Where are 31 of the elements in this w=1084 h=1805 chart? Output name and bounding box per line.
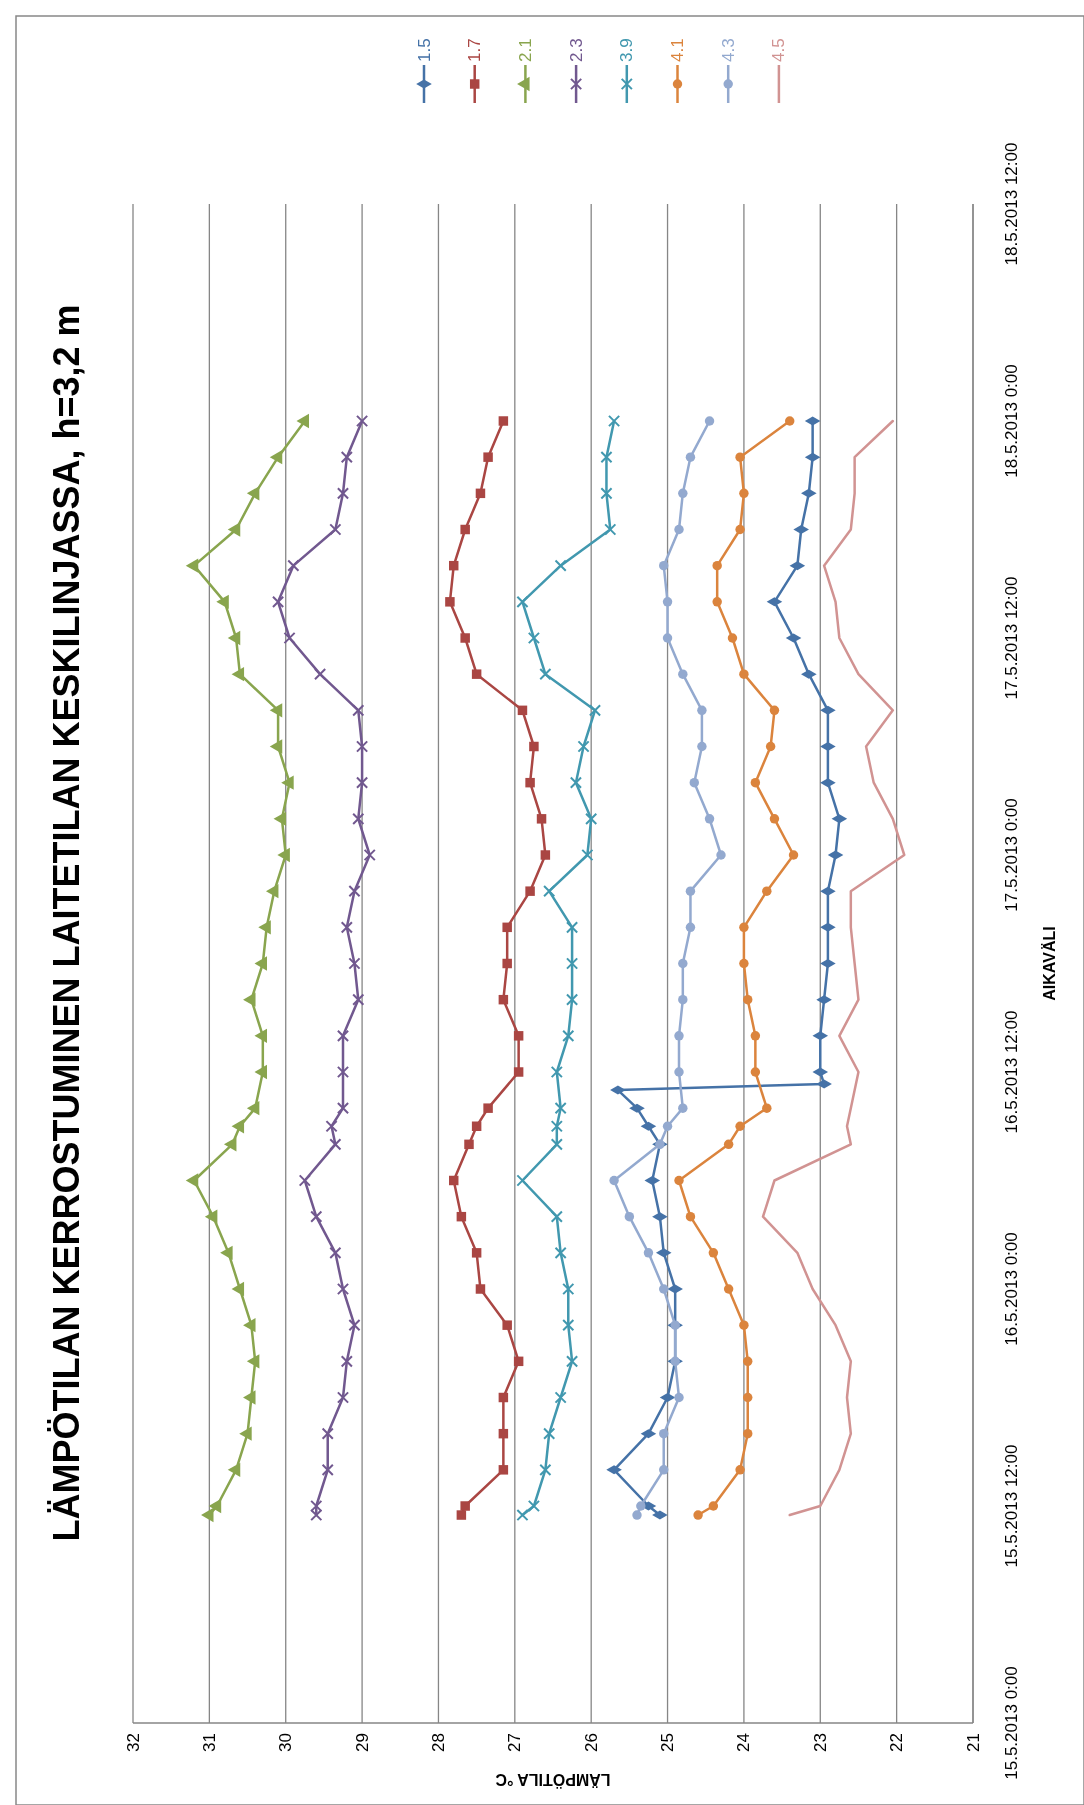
text: LÄMPÖTILAN KERROSTUMINEN LAITETILAN KESKILINJASSA, h=3,2 m (45, 304, 87, 1542)
y-tick-label: 18.5.2013 12:00 (1001, 142, 1021, 266)
text: 2.1 (515, 38, 535, 62)
x-tick-label: 26 (581, 1733, 601, 1752)
x-tick-label: 24 (734, 1733, 754, 1752)
y-tick-label: 16.5.2013 12:00 (1001, 1010, 1021, 1134)
y-axis-title: AIKAVÄLI (1040, 926, 1058, 1001)
text: 4.1 (668, 38, 687, 62)
x-tick-label: 25 (658, 1733, 678, 1752)
y-tick-label: 18.5.2013 0:00 (1001, 364, 1021, 478)
x-tick-label: 31 (199, 1733, 219, 1752)
y-tick-label: 15.5.2013 0:00 (1001, 1666, 1021, 1780)
x-axis-title: LÄMPÖTILA °C (494, 1770, 611, 1789)
x-tick-label: 32 (123, 1733, 143, 1752)
y-tick-label: 17.5.2013 0:00 (1001, 798, 1021, 912)
x-tick-label: 28 (428, 1733, 448, 1752)
y-tick-label: 15.5.2013 12:00 (1001, 1444, 1021, 1568)
y-tick-label: 17.5.2013 12:00 (1001, 576, 1021, 700)
x-tick-label: 22 (887, 1733, 907, 1752)
x-tick-label: 21 (963, 1733, 983, 1752)
text: 1.5 (414, 38, 434, 62)
x-tick-label: 23 (810, 1733, 830, 1752)
x-tick-label: 30 (276, 1733, 296, 1752)
text: 2.3 (566, 38, 586, 62)
text: 4.5 (769, 38, 789, 62)
text: 3.9 (617, 38, 637, 62)
text: 1.7 (465, 38, 485, 62)
text: 4.3 (718, 38, 738, 62)
y-tick-label: 16.5.2013 0:00 (1001, 1232, 1021, 1346)
x-tick-label: 29 (352, 1733, 372, 1752)
x-tick-label: 27 (505, 1733, 525, 1752)
